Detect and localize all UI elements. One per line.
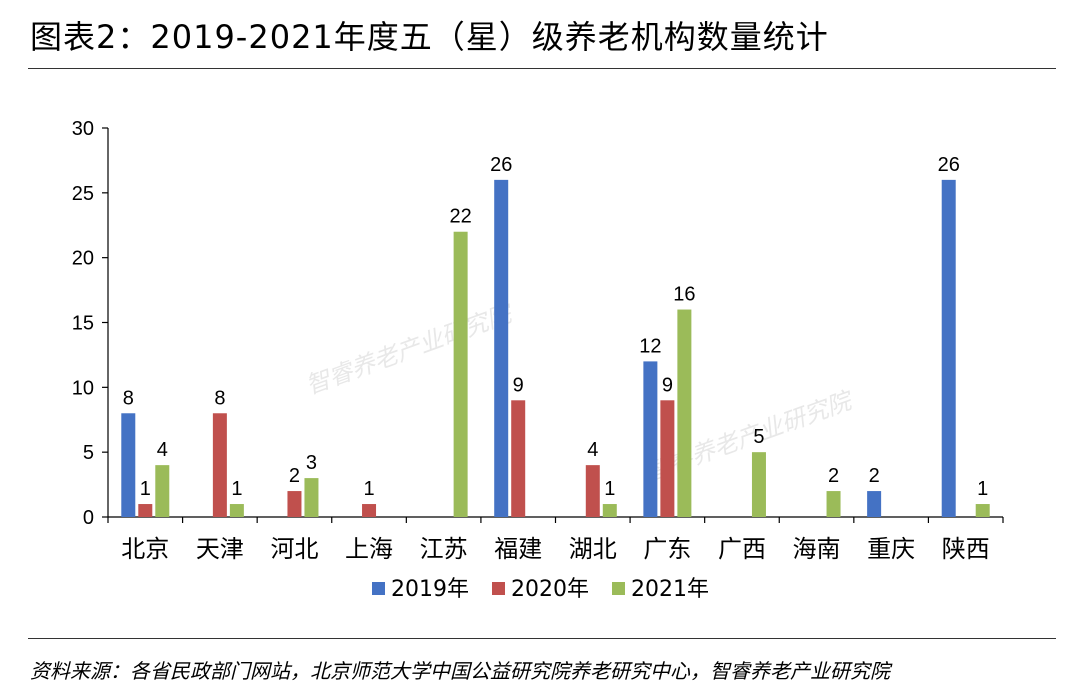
bar-2021年-河北 [304, 478, 319, 517]
legend-swatch [492, 582, 505, 595]
x-category-label: 陕西 [942, 535, 990, 563]
x-category-label: 广东 [643, 535, 691, 563]
data-label: 4 [587, 439, 598, 461]
data-label: 8 [214, 387, 225, 409]
bar-2019年-陕西 [941, 179, 956, 517]
bar-2020年-天津 [212, 413, 227, 517]
bar-2020年-北京 [138, 504, 153, 517]
data-label: 4 [157, 439, 168, 461]
x-category-label: 湖北 [569, 535, 617, 563]
x-category-label: 天津 [196, 535, 244, 563]
bar-2021年-北京 [155, 465, 170, 517]
bar-2019年-重庆 [867, 491, 882, 517]
data-label: 1 [604, 478, 615, 500]
y-tick-label: 0 [83, 507, 94, 529]
legend-swatch [612, 582, 625, 595]
data-label: 1 [140, 478, 151, 500]
x-category-label: 北京 [121, 535, 169, 563]
legend-label: 2021年 [631, 577, 709, 602]
x-category-label: 广西 [718, 535, 766, 563]
data-label: 1 [977, 478, 988, 500]
bar-2019年-福建 [494, 179, 509, 517]
y-tick-label: 5 [83, 442, 94, 464]
bar-2020年-广东 [660, 400, 675, 517]
x-category-label: 重庆 [867, 535, 915, 563]
data-label: 5 [753, 426, 764, 448]
data-label: 9 [662, 374, 673, 396]
legend-swatch [372, 582, 385, 595]
data-label: 2 [828, 465, 839, 487]
data-label: 26 [490, 154, 512, 176]
bar-2020年-湖北 [585, 465, 600, 517]
data-label: 12 [639, 335, 661, 357]
legend-label: 2020年 [511, 577, 589, 602]
data-label: 1 [363, 478, 374, 500]
data-label: 2 [289, 465, 300, 487]
x-category-label: 河北 [270, 535, 318, 563]
y-tick-label: 20 [72, 248, 94, 270]
data-label: 16 [673, 284, 695, 306]
y-tick-label: 30 [72, 118, 94, 140]
bar-2021年-湖北 [602, 504, 617, 517]
bar-2021年-海南 [826, 491, 841, 517]
bar-2021年-天津 [229, 504, 244, 517]
y-tick-label: 25 [72, 183, 94, 205]
data-label: 2 [869, 465, 880, 487]
data-label: 9 [513, 374, 524, 396]
bar-2020年-上海 [362, 504, 377, 517]
x-category-label: 福建 [494, 535, 542, 563]
bar-2021年-陕西 [975, 504, 990, 517]
y-tick-label: 15 [72, 313, 94, 335]
data-label: 22 [450, 206, 472, 228]
source-note: 资料来源：各省民政部门网站，北京师范大学中国公益研究院养老研究中心，智睿养老产业… [30, 659, 890, 683]
bar-2021年-广东 [677, 309, 692, 517]
y-tick-label: 10 [72, 377, 94, 399]
data-label: 3 [306, 452, 317, 474]
bar-2020年-福建 [511, 400, 526, 517]
data-label: 8 [123, 387, 134, 409]
bar-2021年-江苏 [453, 231, 468, 517]
data-label: 26 [938, 154, 960, 176]
page-title: 图表2：2019-2021年度五（星）级养老机构数量统计 [30, 18, 829, 56]
bar-2019年-广东 [643, 361, 658, 517]
x-category-label: 海南 [793, 535, 841, 563]
bar-2021年-广西 [751, 452, 766, 517]
x-category-label: 江苏 [420, 535, 468, 563]
bar-2020年-河北 [287, 491, 302, 517]
data-label: 1 [231, 478, 242, 500]
bar-2019年-北京 [121, 413, 136, 517]
title-divider [28, 68, 1056, 69]
footer-divider [28, 638, 1056, 639]
legend-label: 2019年 [391, 577, 469, 602]
x-category-label: 上海 [345, 535, 393, 563]
